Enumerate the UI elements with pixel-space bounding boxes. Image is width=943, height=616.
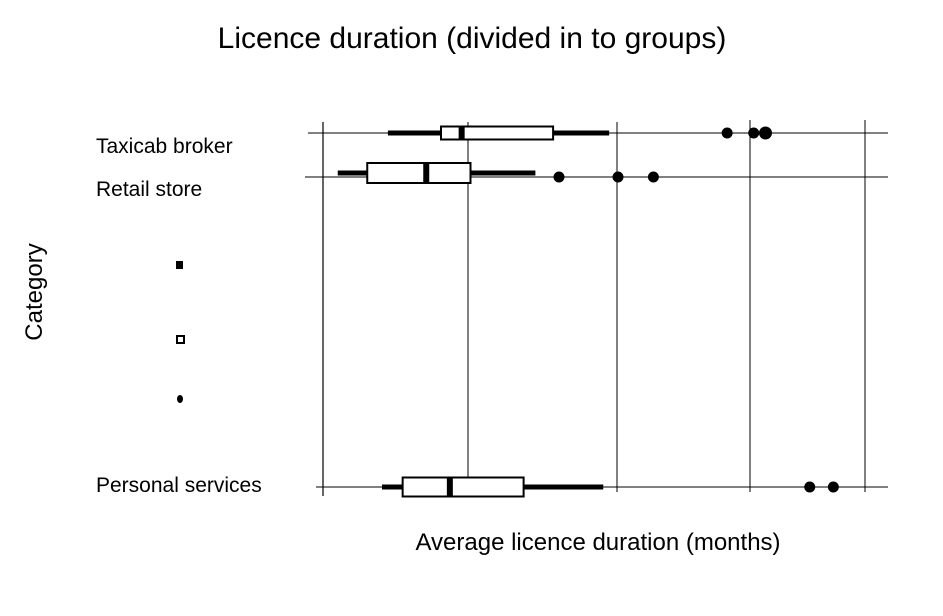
y-axis-label: Category <box>21 243 48 340</box>
box-iqr <box>366 162 472 184</box>
ellipsis-mark <box>177 395 183 403</box>
category-label: Personal services <box>96 474 262 497</box>
box-iqr <box>401 476 525 498</box>
outlier-point <box>721 127 733 139</box>
outlier-point <box>748 127 760 139</box>
box-group <box>337 125 839 498</box>
ellipsis-mark <box>176 261 183 269</box>
chart-title: Licence duration (divided in to groups) <box>218 22 727 55</box>
category-label: Retail store <box>96 178 202 201</box>
outlier-point <box>647 171 659 183</box>
outlier-point <box>553 171 565 183</box>
ellipsis-mark <box>176 335 185 344</box>
outlier-point <box>827 481 839 493</box>
x-axis-label: Average licence duration (months) <box>415 529 780 556</box>
outlier-point <box>759 126 772 140</box>
box-iqr <box>440 125 555 141</box>
category-label: Taxicab broker <box>96 135 233 158</box>
outlier-point <box>804 481 816 493</box>
outlier-point <box>612 171 624 183</box>
